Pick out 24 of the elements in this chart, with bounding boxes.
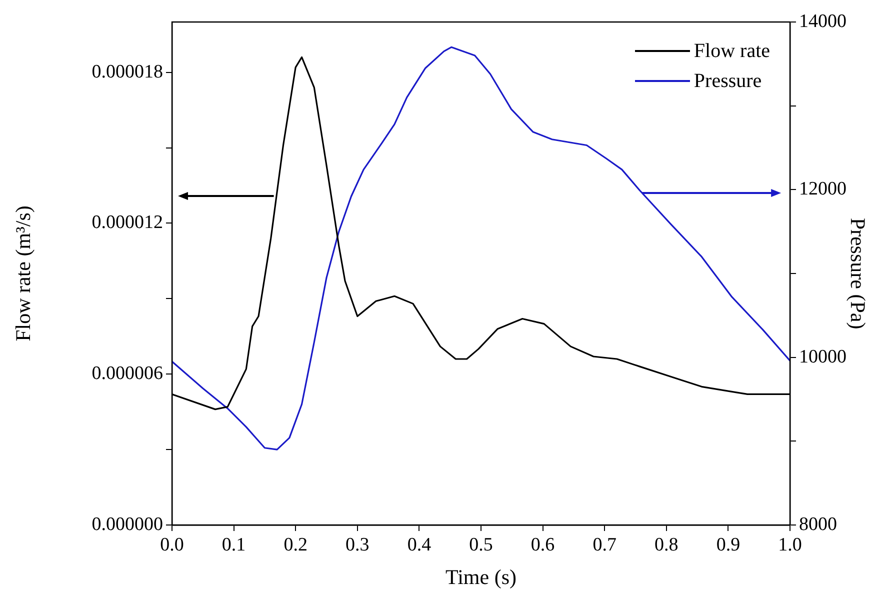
x-tick-label: 0.8 xyxy=(654,534,678,556)
y-tick-label: 0.000012 xyxy=(92,212,163,234)
x-tick-label: 0.0 xyxy=(160,534,184,556)
x-tick-label: 1.0 xyxy=(778,534,802,556)
x-tick-label: 0.7 xyxy=(592,534,616,556)
y2-tick-label: 12000 xyxy=(799,178,846,200)
y-tick-label: 0.000018 xyxy=(92,61,163,82)
x-tick-label: 0.6 xyxy=(530,534,555,556)
x-axis-title: Time (s) xyxy=(446,564,516,589)
y2-axis-title: Pressure (Pa) xyxy=(846,218,870,330)
x-tick-label: 0.3 xyxy=(346,534,370,556)
y-tick-label: 0.000006 xyxy=(92,363,163,384)
legend-label: Flow rate xyxy=(694,39,770,64)
x-tick-label: 0.5 xyxy=(469,534,493,556)
x-tick-label: 0.9 xyxy=(716,534,740,556)
y-axis-title: Flow rate (m³/s) xyxy=(11,206,36,342)
y2-tick-label: 14000 xyxy=(799,10,846,32)
x-tick-label: 0.4 xyxy=(407,534,432,556)
y2-tick-label: 10000 xyxy=(799,346,846,368)
x-tick-label: 0.1 xyxy=(222,534,246,556)
y2-tick-label: 8000 xyxy=(799,514,837,535)
x-tick-label: 0.2 xyxy=(284,534,308,556)
legend-label: Pressure xyxy=(694,69,762,94)
y-tick-label: 0.000000 xyxy=(92,514,163,535)
